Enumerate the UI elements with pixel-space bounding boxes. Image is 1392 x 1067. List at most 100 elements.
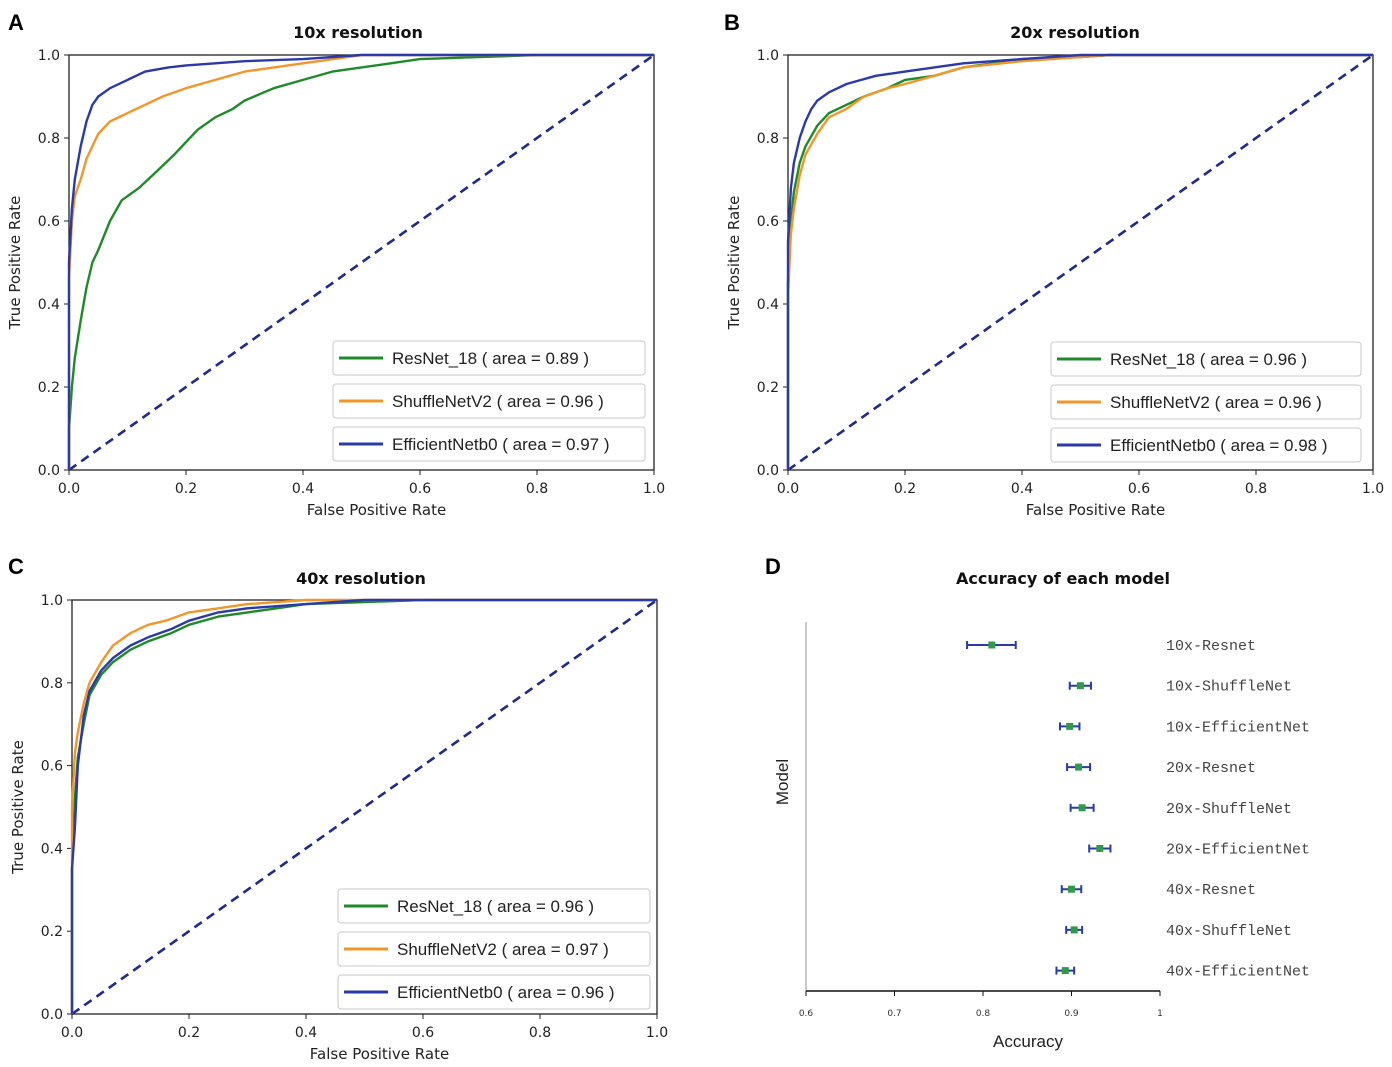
legend-label: EfficientNetb0 ( area = 0.97 ) bbox=[392, 435, 610, 454]
y-tick-label: 0.2 bbox=[757, 380, 779, 396]
y-tick-label: 0.4 bbox=[41, 841, 63, 857]
y-tick-label: 0.2 bbox=[41, 924, 63, 940]
accuracy-point bbox=[1096, 845, 1104, 852]
y-tick-label: 1.0 bbox=[41, 593, 63, 609]
panel-d: D Accuracy of each model 0.6 0.7 0.8 0.9 1 Accu… bbox=[765, 554, 1310, 1051]
model-label: 40x-EfficientNet bbox=[1166, 964, 1310, 981]
x-tick-label: 0.2 bbox=[894, 481, 916, 497]
x-tick-label: 0.4 bbox=[292, 481, 314, 497]
legend-label: ShuffleNetV2 ( area = 0.96 ) bbox=[392, 392, 604, 411]
x-tick-label: 0.6 bbox=[1128, 481, 1150, 497]
x-tick-label: 1.0 bbox=[646, 1025, 668, 1041]
y-tick-label: 1.0 bbox=[38, 48, 60, 64]
y-tick-label: 0.6 bbox=[757, 214, 779, 230]
roc-curve-efficientnetb0 bbox=[70, 598, 657, 1014]
legend-label: ShuffleNetV2 ( area = 0.96 ) bbox=[1110, 393, 1322, 412]
panel-b: B 20x resolution 0.0 0.2 0.4 0.6 0.8 1.0 0.0 0.2 0… bbox=[724, 10, 1384, 519]
panel-letter: D bbox=[765, 554, 781, 579]
x-tick-label: 0.2 bbox=[175, 481, 197, 497]
y-tick-label: 0.6 bbox=[41, 759, 63, 775]
legend-label: ShuffleNetV2 ( area = 0.97 ) bbox=[397, 940, 609, 959]
y-tick-label: 1.0 bbox=[757, 48, 779, 64]
legend-label: EfficientNetb0 ( area = 0.96 ) bbox=[397, 983, 615, 1002]
y-tick-label: 0.8 bbox=[757, 131, 779, 147]
legend-label: ResNet_18 ( area = 0.96 ) bbox=[1110, 350, 1307, 369]
y-tick-label: 0.2 bbox=[38, 380, 60, 396]
model-label: 10x-EfficientNet bbox=[1166, 719, 1310, 736]
model-label: 20x-Resnet bbox=[1166, 760, 1256, 777]
legend-entry-box bbox=[1050, 384, 1362, 420]
y-tick-label: 0.0 bbox=[757, 463, 779, 479]
y-tick-label: 0.6 bbox=[38, 214, 60, 230]
x-tick-label: 1.0 bbox=[1362, 481, 1384, 497]
y-axis-label: True Positive Rate bbox=[9, 740, 27, 875]
chart-title: 20x resolution bbox=[1010, 23, 1140, 42]
x-tick-label: 0.4 bbox=[295, 1025, 317, 1041]
legend-entry-box bbox=[332, 340, 646, 376]
y-tick-label: 0.8 bbox=[38, 131, 60, 147]
legend-entry-box bbox=[337, 888, 651, 924]
chart-title: 10x resolution bbox=[293, 23, 423, 42]
y-tick-label: 0.0 bbox=[41, 1007, 63, 1023]
model-label: 20x-EfficientNet bbox=[1166, 842, 1310, 859]
accuracy-point bbox=[1068, 885, 1075, 893]
model-label: 10x-ShuffleNet bbox=[1166, 679, 1292, 696]
x-tick-label: 0.4 bbox=[1011, 481, 1033, 497]
accuracy-point bbox=[1078, 804, 1086, 812]
roc-curve-shufflenetv2 bbox=[67, 53, 654, 470]
panel-letter: B bbox=[724, 10, 740, 35]
y-axis-label: Model bbox=[773, 759, 792, 805]
x-tick-label: 0.8 bbox=[529, 1025, 551, 1041]
x-tick-label: 0.8 bbox=[526, 481, 548, 497]
x-tick-label: 0.8 bbox=[1245, 481, 1267, 497]
x-tick-label: 0.7 bbox=[887, 1009, 901, 1019]
x-tick-label: 0.6 bbox=[409, 481, 431, 497]
x-axis-label: False Positive Rate bbox=[1026, 501, 1165, 519]
accuracy-point bbox=[1075, 763, 1083, 771]
x-axis-label: False Positive Rate bbox=[310, 1045, 449, 1063]
y-axis-label: True Positive Rate bbox=[725, 196, 743, 331]
x-tick-label: 0.0 bbox=[58, 481, 80, 497]
roc-curve-efficientnetb0 bbox=[67, 53, 654, 470]
legend-label: ResNet_18 ( area = 0.96 ) bbox=[397, 897, 594, 916]
x-tick-label: 0.9 bbox=[1064, 1009, 1079, 1019]
accuracy-point bbox=[1061, 967, 1069, 975]
accuracy-point bbox=[988, 641, 996, 649]
legend-entry-box bbox=[1050, 427, 1362, 463]
chart-title: Accuracy of each model bbox=[956, 569, 1170, 588]
y-axis-label: True Positive Rate bbox=[6, 196, 24, 331]
chart-title: 40x resolution bbox=[296, 569, 426, 588]
legend-entry-box bbox=[332, 426, 646, 462]
model-label: 40x-ShuffleNet bbox=[1166, 923, 1292, 940]
legend-entry-box bbox=[332, 383, 646, 419]
roc-curve-shufflenetv2 bbox=[70, 598, 657, 1014]
y-tick-label: 0.0 bbox=[38, 463, 60, 479]
x-tick-label: 0.0 bbox=[61, 1025, 83, 1041]
legend-entry-box bbox=[1050, 341, 1362, 377]
x-tick-label: 1 bbox=[1157, 1009, 1163, 1019]
panel-letter: A bbox=[8, 10, 24, 35]
panel-a: A 10x resolution 0.0 0.2 0.4 0.6 0.8 1.0 0.0 0.2 0… bbox=[6, 10, 665, 519]
model-label: 20x-ShuffleNet bbox=[1166, 801, 1292, 818]
accuracy-point bbox=[1070, 926, 1078, 934]
y-tick-label: 0.4 bbox=[757, 297, 779, 313]
y-tick-label: 0.4 bbox=[38, 297, 60, 313]
panel-letter: C bbox=[8, 554, 24, 579]
x-tick-label: 0.6 bbox=[799, 1009, 814, 1019]
accuracy-point bbox=[1066, 722, 1074, 730]
x-tick-label: 0.0 bbox=[777, 481, 799, 497]
x-axis-label: Accuracy bbox=[993, 1032, 1063, 1051]
panel-c: C 40x resolution 0.0 0.2 0.4 0.6 0.8 1.0 0.0 0.2 0… bbox=[8, 554, 668, 1063]
roc-curve-efficientnetb0 bbox=[786, 53, 1373, 470]
model-label: 40x-Resnet bbox=[1166, 882, 1256, 899]
x-tick-label: 0.8 bbox=[976, 1009, 991, 1019]
x-tick-label: 0.6 bbox=[412, 1025, 434, 1041]
legend-entry-box bbox=[337, 974, 651, 1010]
roc-curve-resnet_18 bbox=[67, 53, 654, 470]
x-tick-label: 0.2 bbox=[178, 1025, 200, 1041]
x-tick-label: 1.0 bbox=[643, 481, 665, 497]
model-label: 10x-Resnet bbox=[1166, 638, 1256, 655]
y-tick-label: 0.8 bbox=[41, 676, 63, 692]
accuracy-point bbox=[1076, 682, 1084, 690]
